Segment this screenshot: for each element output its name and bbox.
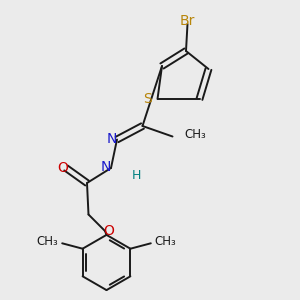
Text: N: N	[100, 160, 111, 174]
Text: S: S	[143, 92, 152, 106]
Text: H: H	[132, 169, 141, 182]
Text: CH₃: CH₃	[184, 128, 206, 142]
Text: O: O	[103, 224, 114, 238]
Text: CH₃: CH₃	[154, 235, 176, 248]
Text: N: N	[106, 132, 117, 145]
Text: O: O	[57, 161, 68, 175]
Text: CH₃: CH₃	[37, 235, 58, 248]
Text: Br: Br	[180, 14, 195, 28]
